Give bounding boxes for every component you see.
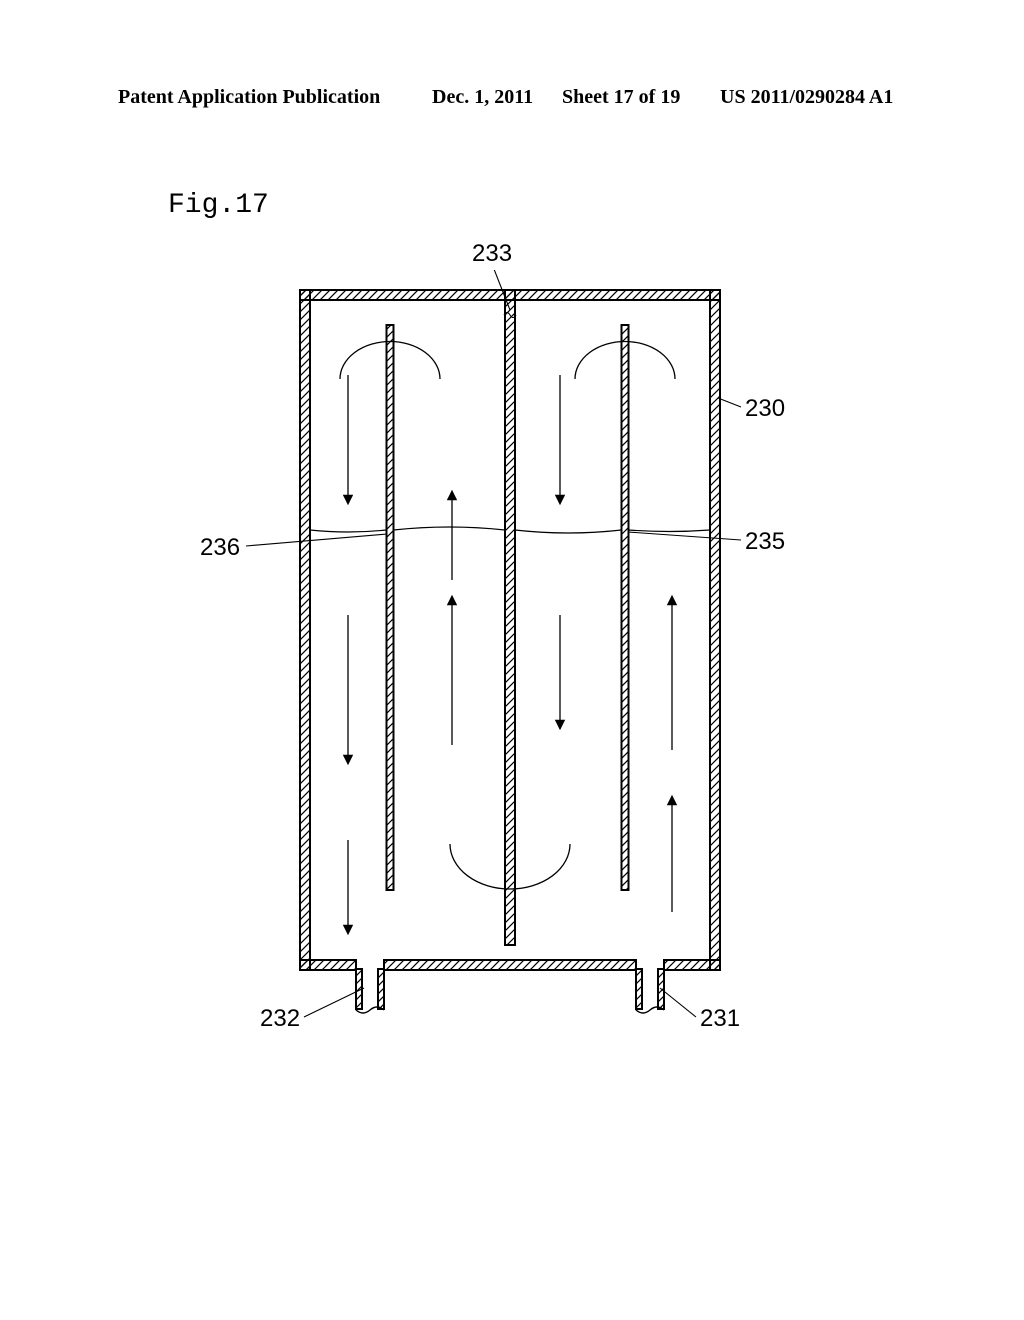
- header-sheet: Sheet 17 of 19: [562, 86, 680, 109]
- figure-label: Fig.17: [168, 190, 269, 221]
- header-left: Patent Application Publication: [118, 86, 380, 109]
- page-header: Patent Application Publication Dec. 1, 2…: [0, 86, 1024, 116]
- header-pubno: US 2011/0290284 A1: [720, 86, 893, 109]
- diagram-svg: [230, 270, 790, 1030]
- page: Patent Application Publication Dec. 1, 2…: [0, 0, 1024, 1320]
- ref-233: 233: [472, 240, 512, 268]
- header-date: Dec. 1, 2011: [432, 86, 533, 109]
